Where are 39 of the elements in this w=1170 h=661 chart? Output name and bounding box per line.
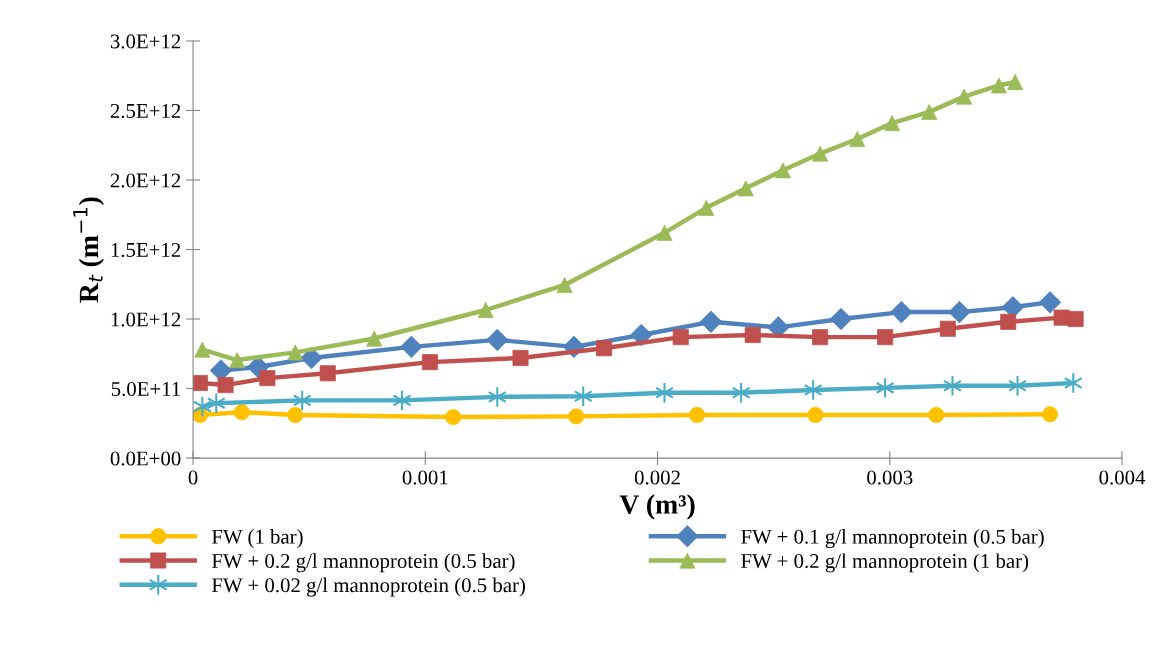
legend-label: FW + 0.1 g/l mannoprotein (0.5 bar)	[741, 529, 1044, 549]
point	[573, 385, 593, 407]
point	[193, 395, 212, 418]
y-tick-label: 5.0E+11	[111, 381, 180, 397]
point	[655, 381, 674, 404]
legend-label: FW + 0.2 g/l mannoprotein (1 bar)	[741, 553, 1029, 573]
y-tick-label: 3.0E+12	[110, 34, 181, 49]
y-tick-label: 0.0E+00	[110, 451, 181, 466]
point	[512, 349, 529, 366]
x-tick-label: 0.002	[634, 470, 680, 485]
legend-label: FW + 0.2 g/l mannoprotein (0.5 bar)	[211, 553, 515, 573]
point	[803, 379, 823, 401]
point	[884, 115, 901, 131]
point	[877, 329, 894, 346]
point	[486, 328, 509, 352]
y-tick-label: 2.0E+12	[110, 173, 181, 188]
x-tick-label: 0.001	[402, 470, 448, 485]
point	[943, 375, 962, 397]
point	[875, 377, 895, 399]
point	[672, 329, 689, 346]
x-axis-title: V (m³)	[619, 494, 695, 520]
point	[948, 300, 971, 324]
point	[400, 335, 423, 358]
point	[366, 330, 383, 347]
x-tick-label: 0.003	[867, 470, 913, 485]
point	[229, 352, 246, 369]
point	[1038, 291, 1062, 314]
y-tick-label: 2.5E+12	[110, 103, 181, 119]
point	[421, 354, 438, 371]
legend-label: FW (1 bar)	[211, 529, 303, 548]
y-tick-label: 1.0E+12	[111, 312, 181, 327]
x-tick-label: 0	[188, 470, 198, 485]
point	[890, 300, 913, 324]
point	[737, 180, 754, 197]
y-tick-label: 1.5E+12	[111, 242, 181, 258]
y-axis-title: R$_{t}$ (m$^{−1}$)	[73, 197, 104, 303]
x-tick-label: 0.004	[1099, 470, 1146, 485]
legend-label: FW + 0.02 g/l mannoprotein (0.5 bar)	[211, 577, 526, 597]
point	[1008, 375, 1027, 397]
